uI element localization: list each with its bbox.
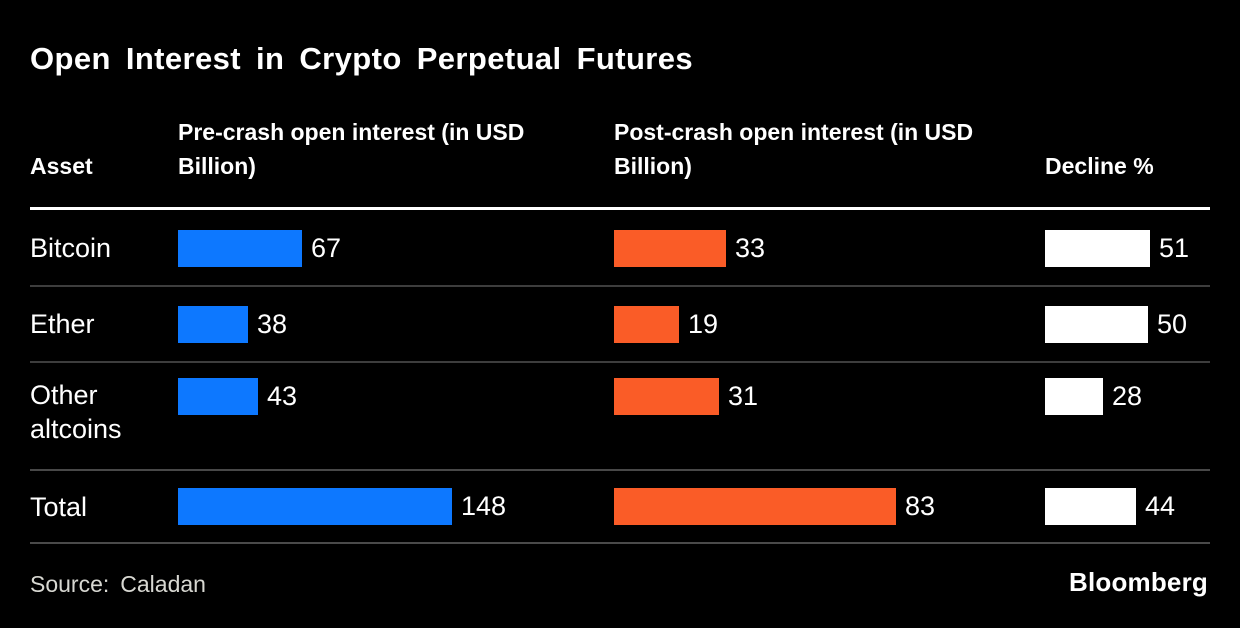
- post-crash-cell: 19: [614, 305, 1045, 343]
- decline-cell: 51: [1045, 229, 1210, 267]
- pre-crash-bar: [178, 488, 452, 525]
- source-note: Source: Caladan: [30, 571, 206, 598]
- column-header-asset: Asset: [30, 153, 93, 179]
- post-crash-bar: [614, 229, 726, 267]
- decline-cell: 50: [1045, 305, 1210, 343]
- decline-value: 44: [1145, 491, 1176, 521]
- decline-value: 28: [1112, 381, 1143, 411]
- decline-bar: [1045, 305, 1148, 343]
- decline-value: 50: [1157, 308, 1188, 339]
- table-row-total: Total 148 83 44: [30, 469, 1210, 542]
- post-crash-cell: 31: [614, 378, 1045, 415]
- asset-label: Other altcoins: [30, 380, 122, 444]
- header-rule: [30, 207, 1210, 210]
- pre-crash-cell: 148: [178, 488, 614, 525]
- asset-label: Total: [30, 491, 88, 522]
- column-header-pre-crash: Pre-crash open interest (in USD Billion): [178, 119, 525, 179]
- asset-label: Ether: [30, 309, 95, 339]
- post-crash-cell: 83: [614, 488, 1045, 525]
- post-crash-value: 83: [905, 491, 936, 521]
- bloomberg-logo: Bloomberg: [1068, 567, 1208, 597]
- pre-crash-bar: [178, 229, 302, 267]
- pre-crash-bar: [178, 305, 248, 343]
- footer-rule: [30, 542, 1210, 544]
- post-crash-value: 33: [735, 232, 766, 263]
- post-crash-bar: [614, 305, 679, 343]
- decline-cell: 44: [1045, 488, 1210, 525]
- pre-crash-value: 38: [257, 308, 288, 339]
- post-crash-cell: 33: [614, 229, 1045, 267]
- column-headers: Asset Pre-crash open interest (in USD Bi…: [30, 100, 1210, 208]
- pre-crash-value: 67: [311, 232, 342, 263]
- pre-crash-cell: 67: [178, 229, 614, 267]
- post-crash-value: 31: [728, 381, 759, 411]
- pre-crash-value: 148: [461, 491, 507, 521]
- table-row-other-altcoins: Other altcoins 43 31 28: [30, 361, 1210, 469]
- decline-bar: [1045, 378, 1103, 415]
- chart-title: Open Interest in Crypto Perpetual Future…: [30, 41, 694, 76]
- post-crash-bar: [614, 378, 719, 415]
- table-row-ether: Ether 38 19 50: [30, 285, 1210, 361]
- pre-crash-cell: 43: [178, 378, 614, 415]
- post-crash-value: 19: [688, 308, 719, 339]
- column-header-decline: Decline %: [1045, 153, 1154, 179]
- pre-crash-cell: 38: [178, 305, 614, 343]
- decline-value: 51: [1159, 232, 1190, 263]
- table-row-bitcoin: Bitcoin 67 33 51: [30, 211, 1210, 285]
- column-header-post-crash: Post-crash open interest (in USD Billion…: [614, 119, 974, 179]
- source-label: Source:: [30, 571, 110, 597]
- pre-crash-value: 43: [267, 381, 298, 411]
- asset-label: Bitcoin: [30, 233, 112, 263]
- post-crash-bar: [614, 488, 896, 525]
- decline-cell: 28: [1045, 378, 1210, 415]
- decline-bar: [1045, 488, 1136, 525]
- pre-crash-bar: [178, 378, 258, 415]
- decline-bar: [1045, 229, 1150, 267]
- source-value: Caladan: [120, 571, 206, 597]
